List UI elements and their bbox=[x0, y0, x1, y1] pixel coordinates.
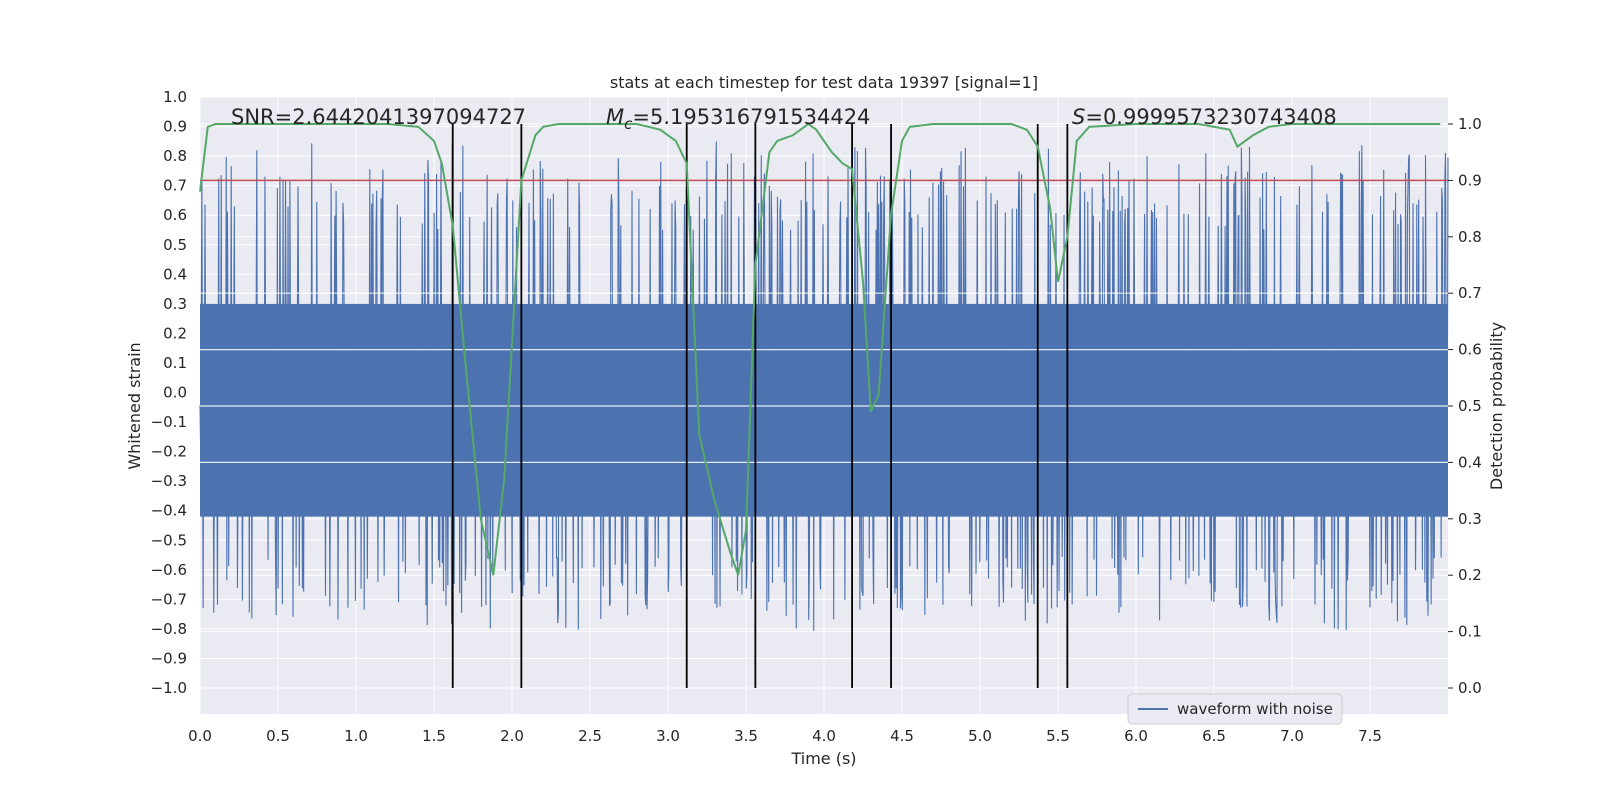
x-tick-label: 1.0 bbox=[344, 727, 368, 745]
ticks: 0.0 0.5 1.0 1.5 2.0 2.5 3.0 3.5 4.0 4.5 5.0 5.5 6.0 6… bbox=[151, 88, 1482, 745]
probability-line bbox=[199, 122, 1441, 576]
y-tick-label: 0.3 bbox=[163, 295, 187, 313]
chirp-mass-annotation: Mc=5.195316791534424 bbox=[606, 105, 870, 133]
y-tick-label: −0.8 bbox=[151, 620, 187, 638]
y2-tick-label: 0.7 bbox=[1458, 284, 1482, 302]
y2-tick-label: 0.1 bbox=[1458, 623, 1482, 641]
x-tick-label: 1.5 bbox=[422, 727, 446, 745]
x-tick-label: 6.5 bbox=[1202, 727, 1226, 745]
y-tick-label: −0.7 bbox=[151, 590, 187, 608]
y-tick-label: −0.9 bbox=[151, 649, 187, 667]
y-tick-label: 0.8 bbox=[163, 147, 187, 165]
chart-title: stats at each timestep for test data 193… bbox=[610, 73, 1038, 92]
y2-tick-label: 0.3 bbox=[1458, 510, 1482, 528]
y-tick-label: −1.0 bbox=[151, 679, 187, 697]
x-tick-label: 0.0 bbox=[188, 727, 212, 745]
x-tick-label: 7.0 bbox=[1280, 727, 1304, 745]
chirp-mass-subscript: c bbox=[624, 115, 633, 133]
vertical-markers bbox=[451, 124, 1069, 688]
chirp-mass-symbol: M bbox=[606, 105, 624, 129]
x-tick-label: 3.0 bbox=[656, 727, 680, 745]
x-tick-label: 3.5 bbox=[734, 727, 758, 745]
y2-tick-label: 1.0 bbox=[1458, 115, 1482, 133]
x-tick-label: 4.0 bbox=[812, 727, 836, 745]
legend-label: waveform with noise bbox=[1177, 700, 1333, 718]
y2-tick-label: 0.0 bbox=[1458, 679, 1482, 697]
y-tick-label: 0.9 bbox=[163, 118, 187, 136]
x-tick-label: 0.5 bbox=[266, 727, 290, 745]
y-tick-label: −0.6 bbox=[151, 561, 187, 579]
y-tick-label: −0.4 bbox=[151, 502, 187, 520]
y2-tick-label: 0.9 bbox=[1458, 171, 1482, 189]
y-tick-label: 0.4 bbox=[163, 265, 187, 283]
y2-axis-title: Detection probability bbox=[1487, 322, 1506, 490]
y-tick-label: 0.7 bbox=[163, 177, 187, 195]
y-tick-label: −0.3 bbox=[151, 472, 187, 490]
y2-tick-label: 0.6 bbox=[1458, 341, 1482, 359]
x-tick-label: 5.5 bbox=[1046, 727, 1070, 745]
y-tick-label: −0.5 bbox=[151, 531, 187, 549]
y-tick-label: 0.6 bbox=[163, 206, 187, 224]
snr-annotation: SNR=2.6442041397094727 bbox=[231, 105, 526, 129]
x-tick-label: 4.5 bbox=[890, 727, 914, 745]
x-tick-label: 7.5 bbox=[1358, 727, 1382, 745]
waveform-line bbox=[199, 141, 1449, 631]
probability-series bbox=[199, 122, 1441, 576]
x-tick-label: 2.0 bbox=[500, 727, 524, 745]
y-tick-label: 1.0 bbox=[163, 88, 187, 106]
y2-tick-label: 0.2 bbox=[1458, 566, 1482, 584]
y2-tick-label: 0.5 bbox=[1458, 397, 1482, 415]
significance-symbol: S bbox=[1072, 105, 1085, 129]
significance-annotation: S=0.9999573230743408 bbox=[1072, 105, 1337, 129]
y-tick-label: 0.1 bbox=[163, 354, 187, 372]
x-tick-label: 2.5 bbox=[578, 727, 602, 745]
legend: waveform with noise bbox=[1127, 693, 1343, 725]
y-tick-label: 0.5 bbox=[163, 236, 187, 254]
y-axis-title: Whitened strain bbox=[125, 342, 144, 469]
waveform-series bbox=[199, 141, 1449, 631]
x-axis-title: Time (s) bbox=[790, 749, 856, 768]
y-tick-label: −0.2 bbox=[151, 443, 187, 461]
x-tick-label: 6.0 bbox=[1124, 727, 1148, 745]
x-tick-label: 5.0 bbox=[968, 727, 992, 745]
y2-tick-label: 0.4 bbox=[1458, 453, 1482, 471]
y-tick-label: 0.0 bbox=[163, 384, 187, 402]
chirp-mass-value: =5.195316791534424 bbox=[632, 105, 870, 129]
y-tick-label: −0.1 bbox=[151, 413, 187, 431]
significance-value: =0.9999573230743408 bbox=[1085, 105, 1336, 129]
y2-tick-label: 0.8 bbox=[1458, 228, 1482, 246]
legend-box bbox=[1127, 693, 1343, 725]
y-tick-label: 0.2 bbox=[163, 324, 187, 342]
